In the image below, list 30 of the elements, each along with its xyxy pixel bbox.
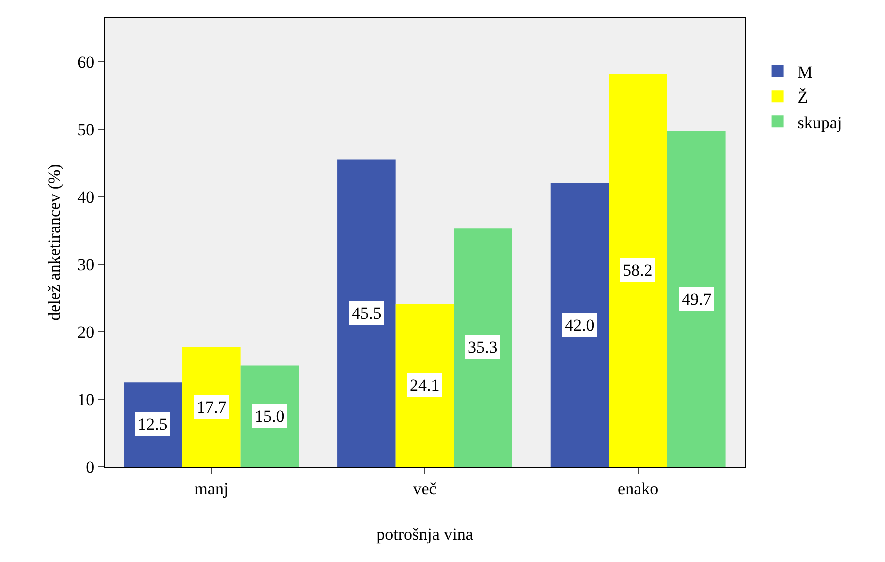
data-label: 24.1 [410, 376, 440, 395]
x-tick-label: enako [618, 479, 659, 498]
bar [338, 160, 396, 467]
y-tick-label: 50 [78, 120, 95, 140]
data-label: 58.2 [623, 261, 653, 280]
bar [396, 304, 454, 467]
bar [667, 131, 726, 467]
y-tick-label: 60 [78, 52, 95, 72]
y-tick-label: 0 [86, 458, 95, 477]
bar [550, 183, 610, 467]
x-tick-label: več [413, 479, 438, 498]
legend-label: Ž [798, 88, 808, 108]
data-label: 42.0 [565, 316, 595, 335]
bar [609, 74, 668, 467]
y-tick-label: 20 [78, 322, 95, 342]
data-label: 17.7 [197, 398, 228, 417]
legend-label: M [798, 63, 813, 82]
y-tick-label: 40 [78, 188, 95, 207]
data-label: 49.7 [682, 290, 712, 309]
data-label: 35.3 [468, 338, 498, 357]
bar [454, 228, 512, 467]
data-label: 45.5 [352, 304, 382, 323]
data-label: 15.0 [255, 407, 285, 426]
y-tick-label: 10 [78, 390, 95, 410]
x-axis-title: potrošnja vina [376, 524, 474, 544]
x-tick-label: manj [194, 479, 229, 498]
data-label: 12.5 [138, 415, 168, 434]
y-tick-label: 30 [78, 255, 95, 274]
legend-label: skupaj [798, 113, 842, 132]
y-axis-title: delež anketirancev (%) [45, 164, 64, 321]
